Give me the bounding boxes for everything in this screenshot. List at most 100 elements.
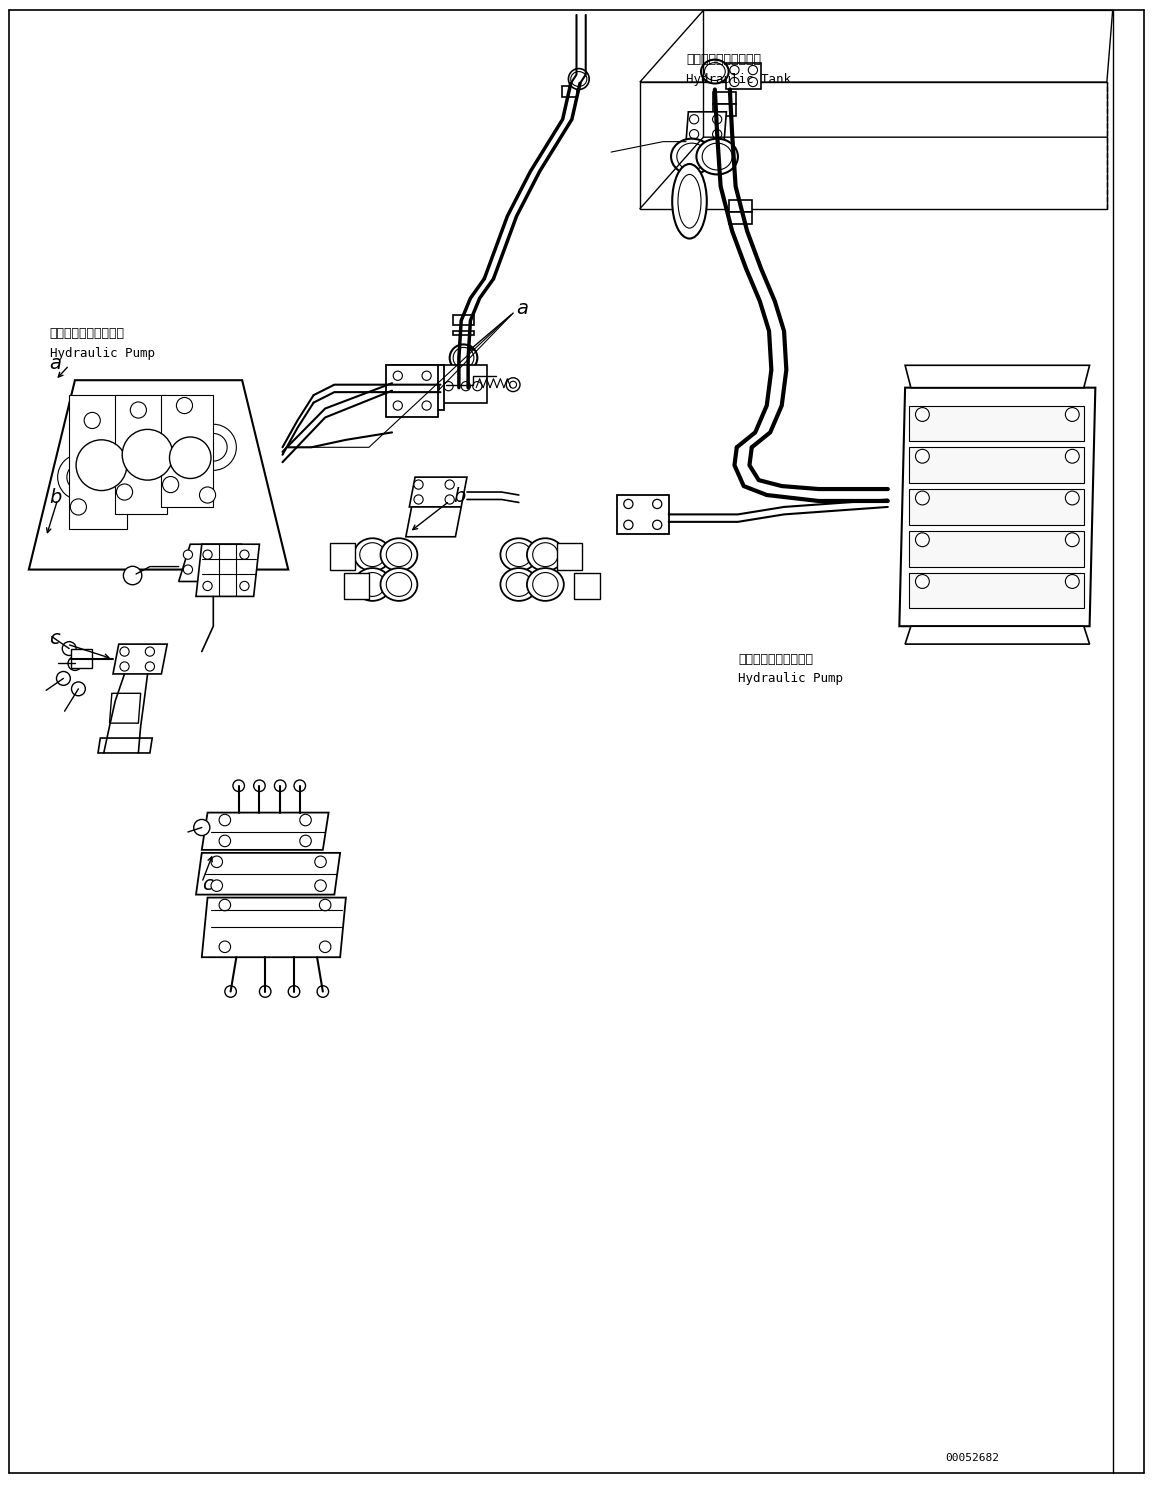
Circle shape xyxy=(1065,407,1079,422)
Circle shape xyxy=(68,656,82,671)
Circle shape xyxy=(259,986,271,997)
Circle shape xyxy=(399,383,408,392)
Circle shape xyxy=(624,499,633,508)
Ellipse shape xyxy=(527,568,564,601)
Circle shape xyxy=(123,567,142,584)
Polygon shape xyxy=(729,212,752,224)
Circle shape xyxy=(62,641,76,656)
Circle shape xyxy=(254,780,265,792)
Polygon shape xyxy=(905,365,1090,388)
Circle shape xyxy=(203,581,212,590)
Polygon shape xyxy=(113,644,167,674)
Circle shape xyxy=(288,986,300,997)
Circle shape xyxy=(115,425,161,470)
Text: c: c xyxy=(50,629,60,647)
Polygon shape xyxy=(202,898,346,957)
Text: c: c xyxy=(202,875,212,893)
Circle shape xyxy=(199,434,227,461)
Circle shape xyxy=(125,434,152,461)
Ellipse shape xyxy=(500,538,537,571)
Polygon shape xyxy=(686,112,726,142)
Circle shape xyxy=(211,856,223,868)
Bar xyxy=(557,543,582,570)
Text: b: b xyxy=(453,488,466,505)
Bar xyxy=(909,573,1084,608)
Ellipse shape xyxy=(696,139,738,174)
Circle shape xyxy=(219,814,231,826)
Polygon shape xyxy=(196,853,340,895)
Polygon shape xyxy=(453,315,474,325)
Polygon shape xyxy=(392,365,444,410)
Polygon shape xyxy=(640,82,1107,209)
Ellipse shape xyxy=(354,538,391,571)
Ellipse shape xyxy=(360,543,385,567)
Polygon shape xyxy=(29,380,288,570)
Circle shape xyxy=(225,986,236,997)
Circle shape xyxy=(319,899,331,911)
Circle shape xyxy=(183,550,193,559)
Ellipse shape xyxy=(500,568,537,601)
Ellipse shape xyxy=(386,543,412,567)
Circle shape xyxy=(76,440,127,491)
Circle shape xyxy=(413,383,422,392)
Circle shape xyxy=(203,550,212,559)
Bar xyxy=(344,573,369,599)
Circle shape xyxy=(1065,574,1079,589)
Circle shape xyxy=(120,647,129,656)
Bar xyxy=(69,395,127,529)
Ellipse shape xyxy=(671,139,713,174)
Circle shape xyxy=(409,380,425,395)
Circle shape xyxy=(423,380,439,395)
Ellipse shape xyxy=(506,543,532,567)
Circle shape xyxy=(219,835,231,847)
Polygon shape xyxy=(713,92,736,104)
Bar xyxy=(574,573,600,599)
Circle shape xyxy=(653,520,662,529)
Circle shape xyxy=(169,437,211,479)
Circle shape xyxy=(145,662,155,671)
Circle shape xyxy=(689,130,699,139)
Circle shape xyxy=(70,499,86,514)
Bar xyxy=(909,489,1084,525)
Circle shape xyxy=(67,464,95,491)
Polygon shape xyxy=(196,544,259,596)
Polygon shape xyxy=(406,507,461,537)
Circle shape xyxy=(116,485,133,499)
Circle shape xyxy=(461,382,470,391)
Polygon shape xyxy=(440,365,487,403)
Ellipse shape xyxy=(506,573,532,596)
Ellipse shape xyxy=(386,573,412,596)
Circle shape xyxy=(414,480,423,489)
Circle shape xyxy=(163,477,179,492)
Circle shape xyxy=(300,835,311,847)
Text: 00052682: 00052682 xyxy=(945,1454,1000,1463)
Polygon shape xyxy=(110,693,141,723)
Ellipse shape xyxy=(453,347,474,368)
Circle shape xyxy=(395,380,412,395)
Circle shape xyxy=(624,520,633,529)
Circle shape xyxy=(393,401,402,410)
Polygon shape xyxy=(98,738,152,753)
Circle shape xyxy=(317,986,329,997)
Circle shape xyxy=(165,419,193,446)
Circle shape xyxy=(219,899,231,911)
Polygon shape xyxy=(386,365,438,417)
Ellipse shape xyxy=(527,538,564,571)
Ellipse shape xyxy=(571,72,587,86)
Circle shape xyxy=(915,407,929,422)
Polygon shape xyxy=(453,331,474,335)
Text: Hydraulic Pump: Hydraulic Pump xyxy=(738,672,843,684)
Circle shape xyxy=(156,410,202,455)
Circle shape xyxy=(748,78,758,86)
Text: ハイドロリックポンプ: ハイドロリックポンプ xyxy=(738,653,813,665)
Text: ハイドロリックポンプ: ハイドロリックポンプ xyxy=(50,328,125,340)
Circle shape xyxy=(473,382,482,391)
Polygon shape xyxy=(899,388,1095,626)
Circle shape xyxy=(199,488,216,502)
Text: ハイドロリックタンク: ハイドロリックタンク xyxy=(686,54,761,66)
Text: a: a xyxy=(50,355,61,373)
Circle shape xyxy=(445,480,454,489)
Polygon shape xyxy=(729,200,752,212)
Circle shape xyxy=(506,377,520,392)
Polygon shape xyxy=(202,813,329,850)
